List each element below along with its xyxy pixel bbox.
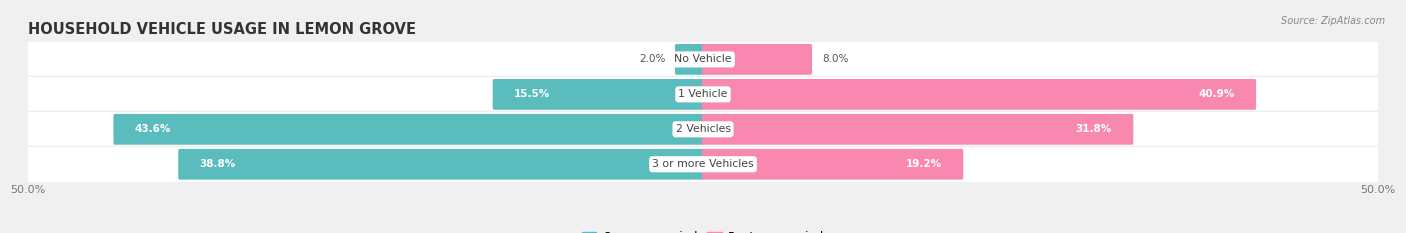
FancyBboxPatch shape xyxy=(25,41,1381,78)
FancyBboxPatch shape xyxy=(114,114,704,145)
Text: 2.0%: 2.0% xyxy=(638,55,665,64)
FancyBboxPatch shape xyxy=(492,79,704,110)
Legend: Owner-occupied, Renter-occupied: Owner-occupied, Renter-occupied xyxy=(578,226,828,233)
Text: 1 Vehicle: 1 Vehicle xyxy=(678,89,728,99)
Text: 8.0%: 8.0% xyxy=(821,55,848,64)
Text: No Vehicle: No Vehicle xyxy=(675,55,731,64)
FancyBboxPatch shape xyxy=(675,44,704,75)
Text: 15.5%: 15.5% xyxy=(515,89,550,99)
Text: 2 Vehicles: 2 Vehicles xyxy=(675,124,731,134)
FancyBboxPatch shape xyxy=(702,114,1133,145)
Text: Source: ZipAtlas.com: Source: ZipAtlas.com xyxy=(1281,16,1385,26)
Text: 19.2%: 19.2% xyxy=(905,159,942,169)
FancyBboxPatch shape xyxy=(702,44,813,75)
FancyBboxPatch shape xyxy=(702,79,1256,110)
FancyBboxPatch shape xyxy=(702,149,963,180)
Text: 3 or more Vehicles: 3 or more Vehicles xyxy=(652,159,754,169)
Text: 38.8%: 38.8% xyxy=(200,159,236,169)
Text: 31.8%: 31.8% xyxy=(1076,124,1112,134)
FancyBboxPatch shape xyxy=(25,111,1381,147)
FancyBboxPatch shape xyxy=(179,149,704,180)
Text: 43.6%: 43.6% xyxy=(135,124,172,134)
Text: 40.9%: 40.9% xyxy=(1198,89,1234,99)
FancyBboxPatch shape xyxy=(25,76,1381,113)
Text: HOUSEHOLD VEHICLE USAGE IN LEMON GROVE: HOUSEHOLD VEHICLE USAGE IN LEMON GROVE xyxy=(28,22,416,37)
FancyBboxPatch shape xyxy=(25,146,1381,182)
